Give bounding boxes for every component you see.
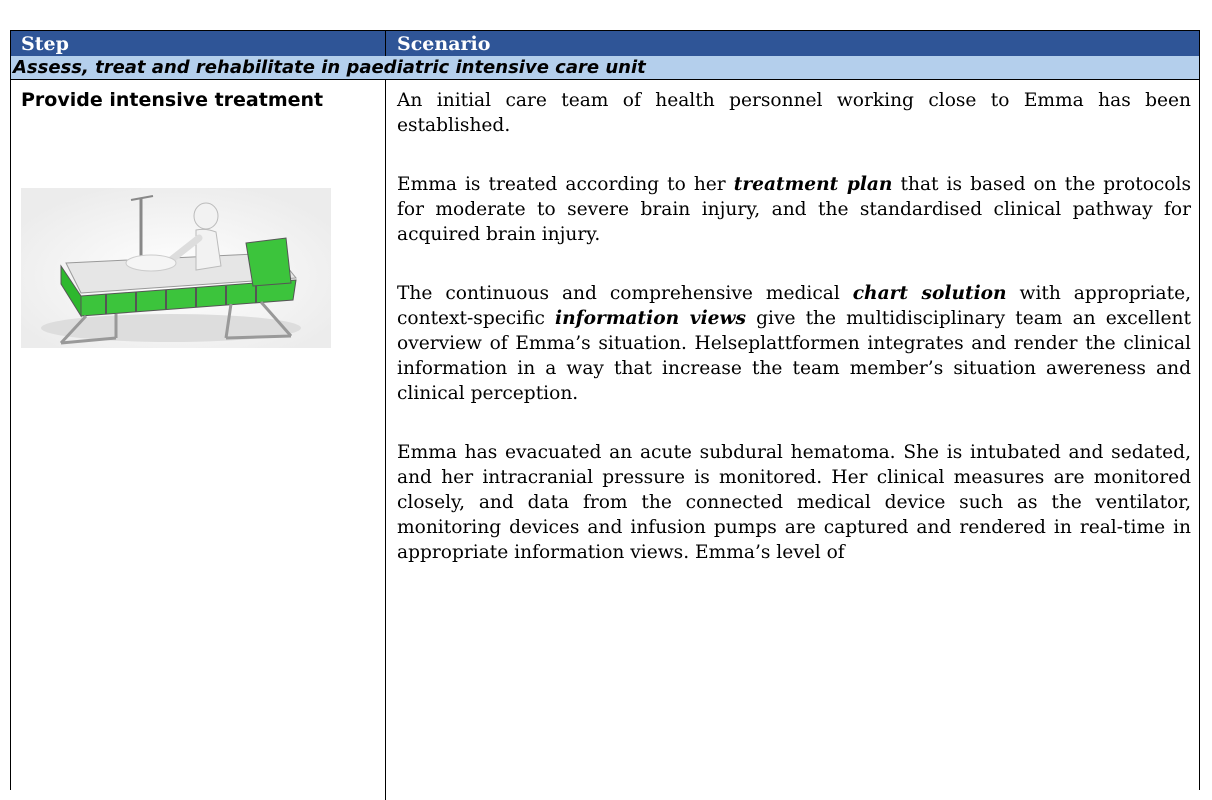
text: give the multidisciplinary team an excel… bbox=[397, 308, 1191, 404]
scenario-table: Step Scenario Assess, treat and rehabili… bbox=[10, 30, 1200, 800]
section-title: Assess, treat and rehabilitate in paedia… bbox=[13, 57, 646, 78]
text: The continuous and comprehensive medical bbox=[397, 283, 853, 304]
scenario-text: An initial care team of health personnel… bbox=[397, 88, 1191, 599]
header-cell: Scenario bbox=[397, 33, 491, 55]
text: Emma is treated according to her bbox=[397, 174, 734, 195]
paragraph: An initial care team of health personnel… bbox=[397, 88, 1191, 138]
paragraph: Emma has evacuated an acute subdural hem… bbox=[397, 440, 1191, 565]
emphasis: treatment plan bbox=[733, 174, 893, 195]
paragraph: Emma is treated according to her treatme… bbox=[397, 172, 1191, 247]
text: with appropriate, context-specific bbox=[397, 283, 1191, 329]
text: An initial care team of health personnel… bbox=[397, 90, 1191, 136]
column-divider bbox=[385, 31, 386, 56]
paragraph: The continuous and comprehensive medical… bbox=[397, 281, 1191, 406]
emphasis: chart solution bbox=[852, 283, 1007, 304]
text: that is based on the protocols for moder… bbox=[397, 174, 1191, 245]
emphasis: information views bbox=[555, 308, 746, 329]
header-row: Step Scenario bbox=[11, 31, 1199, 57]
header-cell: Step bbox=[21, 33, 69, 55]
bed-illustration bbox=[21, 188, 331, 348]
column-divider bbox=[385, 80, 386, 800]
section-row: Assess, treat and rehabilitate in paedia… bbox=[11, 56, 1199, 80]
step-name: Provide intensive treatment bbox=[21, 89, 324, 111]
text: Emma has evacuated an acute subdural hem… bbox=[397, 442, 1191, 563]
